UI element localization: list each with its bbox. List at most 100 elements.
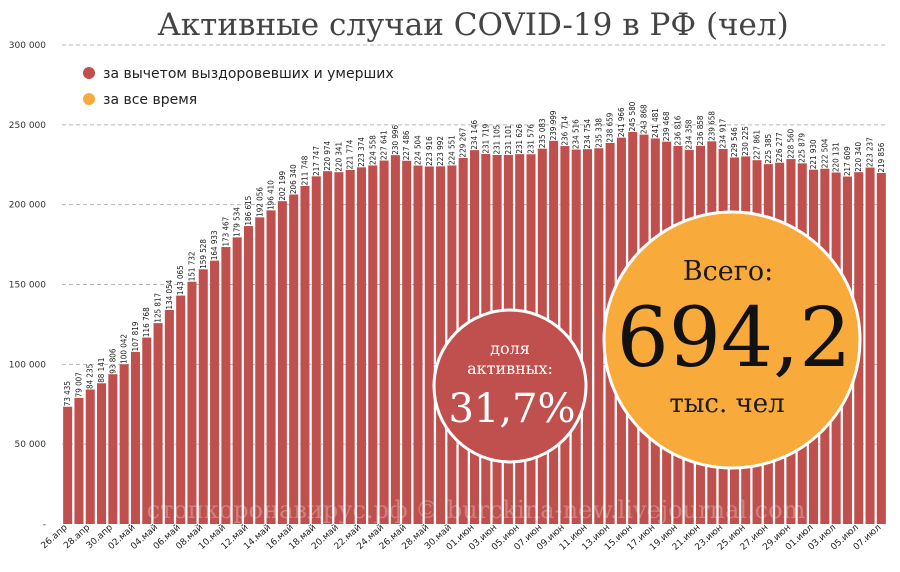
bar xyxy=(876,172,886,524)
data-label: 245 580 xyxy=(628,101,637,131)
bar xyxy=(108,374,118,524)
data-label: 159 528 xyxy=(199,239,208,269)
bar xyxy=(345,169,355,524)
data-labels: 73 435 79 007 84 235 88 141 93 806 100 042 107… xyxy=(63,101,886,406)
data-label: 231 626 xyxy=(515,123,524,153)
data-label: 230 225 xyxy=(741,126,750,156)
data-label: 241 481 xyxy=(651,108,660,138)
bar xyxy=(390,155,400,524)
x-axis-ticks: 26.апр28.апр30.апр02.май04.май06.май08.м… xyxy=(40,523,884,553)
data-label: 234 146 xyxy=(470,119,479,149)
data-label: 228 560 xyxy=(786,128,795,158)
bar xyxy=(142,337,152,524)
bar xyxy=(210,260,220,524)
chart-title: Активные случаи COVID-19 в РФ (чел) xyxy=(157,7,788,43)
data-label: 79 007 xyxy=(74,372,83,397)
y-tick-label: 300 000 xyxy=(9,41,46,51)
legend-swatch-net xyxy=(83,67,95,79)
data-label: 219 856 xyxy=(877,142,886,172)
legend: за вычетом выздоровевших и умерших за вс… xyxy=(83,66,394,108)
bar xyxy=(266,210,276,525)
bar xyxy=(402,160,412,524)
data-label: 88 141 xyxy=(97,358,106,383)
bar xyxy=(413,165,423,525)
total-circle xyxy=(602,210,862,470)
data-label: 239 468 xyxy=(662,111,671,141)
bar xyxy=(334,172,344,524)
bar xyxy=(119,364,129,524)
data-label: 231 719 xyxy=(481,123,490,153)
bar xyxy=(323,171,333,525)
bar xyxy=(300,185,310,524)
data-label: 236 858 xyxy=(696,115,705,145)
bar xyxy=(436,166,446,524)
data-label: 221 930 xyxy=(809,139,818,169)
data-label: 217 609 xyxy=(843,146,852,176)
share-label-line2: активных: xyxy=(467,359,553,378)
watermark: стопкоронавирус.рф © burckina-new.livejo… xyxy=(147,496,806,524)
y-tick-label: 200 000 xyxy=(9,201,46,211)
data-label: 234 358 xyxy=(685,119,694,149)
y-tick-label: 150 000 xyxy=(9,281,46,291)
bar xyxy=(311,176,321,524)
data-label: 116 768 xyxy=(142,307,151,337)
bar xyxy=(289,194,299,524)
data-label: 151 732 xyxy=(187,251,196,281)
data-label: 235 083 xyxy=(538,118,547,148)
data-label: 234 754 xyxy=(583,119,592,149)
data-label: 134 054 xyxy=(165,279,174,309)
data-label: 221 774 xyxy=(346,139,355,169)
data-label: 224 551 xyxy=(447,135,456,165)
data-label: 192 056 xyxy=(255,187,264,217)
bar xyxy=(232,237,242,524)
bar xyxy=(424,166,434,525)
bar xyxy=(176,295,186,524)
data-label: 236 816 xyxy=(673,115,682,145)
data-label: 164 933 xyxy=(210,230,219,260)
bar xyxy=(368,165,378,524)
share-label-line1: доля xyxy=(490,339,530,358)
bar xyxy=(198,269,208,524)
bar xyxy=(594,148,604,524)
data-label: 220 974 xyxy=(323,141,332,171)
data-label: 225 879 xyxy=(798,133,807,163)
data-label: 243 868 xyxy=(640,104,649,134)
data-label: 235 338 xyxy=(594,118,603,148)
bar xyxy=(243,226,253,524)
data-label: 236 714 xyxy=(560,115,569,145)
share-circle xyxy=(432,308,588,464)
data-label: 125 817 xyxy=(154,293,163,323)
bar xyxy=(85,389,95,524)
data-label: 84 235 xyxy=(86,364,95,389)
data-label: 202 199 xyxy=(278,170,287,200)
bar xyxy=(277,201,287,525)
data-label: 239 658 xyxy=(707,111,716,141)
total-value: 694,2 xyxy=(617,291,852,386)
data-label: 211 748 xyxy=(300,155,309,185)
data-label: 227 641 xyxy=(380,130,389,160)
bar xyxy=(153,323,163,524)
data-label: 223 374 xyxy=(357,137,366,167)
data-label: 227 861 xyxy=(753,130,762,160)
legend-swatch-total xyxy=(83,93,95,105)
data-label: 223 237 xyxy=(866,137,875,167)
data-label: 93 806 xyxy=(108,348,117,374)
bar xyxy=(130,351,140,524)
data-label: 229 546 xyxy=(730,127,739,157)
data-label: 234 516 xyxy=(572,119,581,149)
data-label: 224 504 xyxy=(413,135,422,165)
total-label-top: Всего: xyxy=(683,256,773,287)
bar xyxy=(379,160,389,524)
data-label: 107 819 xyxy=(131,321,140,351)
bar xyxy=(582,149,593,524)
data-label: 220 131 xyxy=(832,142,841,172)
bar xyxy=(63,406,73,524)
data-label: 196 410 xyxy=(267,180,276,210)
data-label: 217 747 xyxy=(312,146,321,176)
share-value: 31,7% xyxy=(448,386,575,432)
data-label: 206 340 xyxy=(289,164,298,194)
legend-label-net: за вычетом выздоровевших и умерших xyxy=(103,66,394,82)
data-label: 231 105 xyxy=(493,125,502,155)
data-label: 220 341 xyxy=(334,142,343,172)
